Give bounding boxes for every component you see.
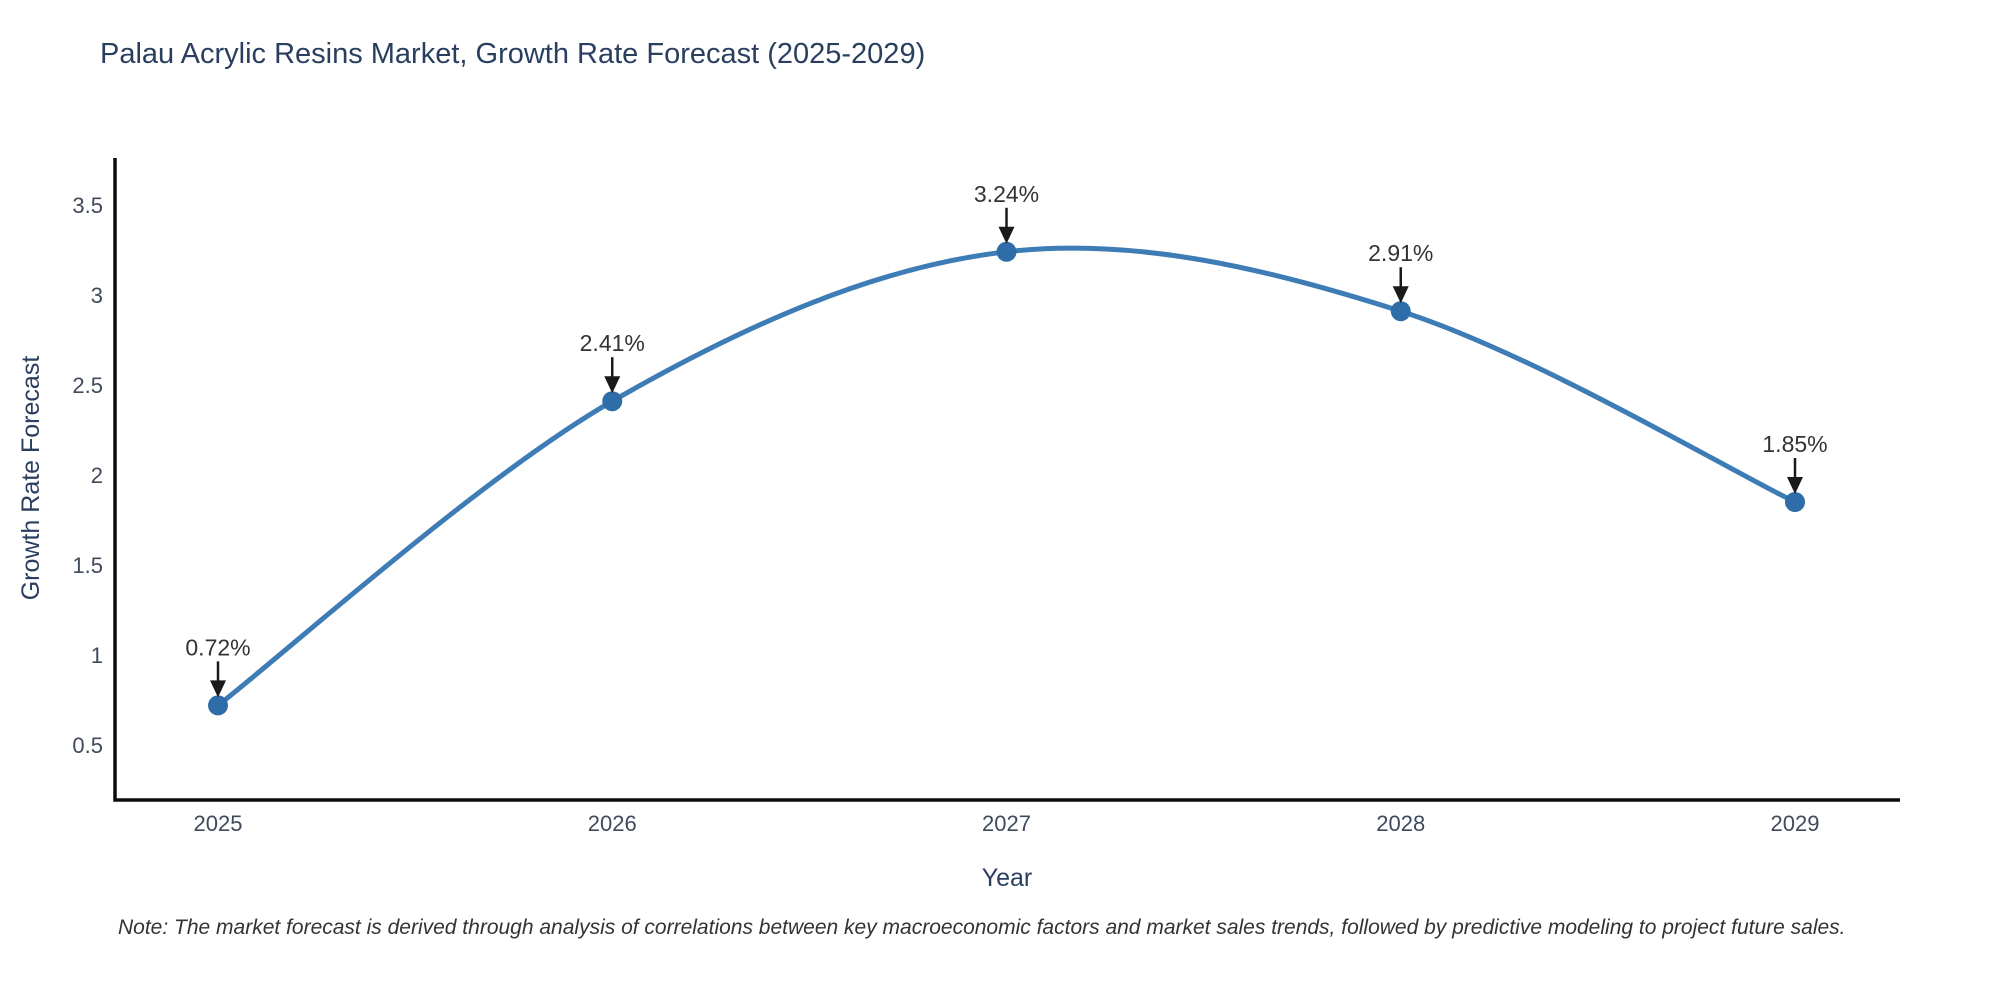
annotation-arrow-head	[210, 680, 226, 698]
plot-area: 0.5 1 1.5 2 2.5 3 3.5 2025 2026 2027 2028 2029 0.72%…	[72, 158, 1900, 836]
x-tick-label: 2029	[1771, 811, 1820, 836]
x-tick-label: 2027	[982, 811, 1031, 836]
y-tick-label: 3	[91, 283, 103, 308]
x-tick-label: 2028	[1376, 811, 1425, 836]
footnote: Note: The market forecast is derived thr…	[118, 916, 1846, 939]
y-tick-label: 2	[91, 463, 103, 488]
data-point-2029	[1785, 492, 1805, 512]
annotation-label: 2.91%	[1368, 240, 1433, 266]
trace-line	[215, 245, 1798, 708]
annotation-arrow-head	[1392, 286, 1409, 304]
y-tick-label: 3.5	[72, 193, 103, 218]
annotation-label: 3.24%	[974, 181, 1039, 207]
data-point-2028	[1390, 301, 1411, 322]
x-axis-title: Year	[982, 864, 1033, 892]
y-tick-label: 2.5	[72, 373, 103, 398]
y-tick-label: 0.5	[72, 733, 103, 758]
annotation-label: 2.41%	[580, 330, 645, 356]
annotation-arrow-head	[998, 226, 1015, 244]
chart-title: Palau Acrylic Resins Market, Growth Rate…	[100, 38, 926, 70]
data-point-2026	[602, 391, 623, 412]
data-point-2025	[208, 695, 228, 716]
data-point-2027	[996, 241, 1017, 262]
annotation-label: 1.85%	[1762, 431, 1827, 457]
x-tick-label: 2025	[194, 811, 243, 836]
annotation-arrow-head	[604, 376, 621, 394]
y-tick-label: 1	[91, 643, 103, 668]
x-tick-label: 2026	[588, 811, 637, 836]
annotation-arrow-head	[1787, 477, 1803, 494]
axes-lines	[113, 158, 1900, 802]
annotation-label: 0.72%	[185, 634, 250, 660]
y-axis-title: Growth Rate Forecast	[17, 356, 45, 601]
y-tick-label: 1.5	[72, 553, 103, 578]
